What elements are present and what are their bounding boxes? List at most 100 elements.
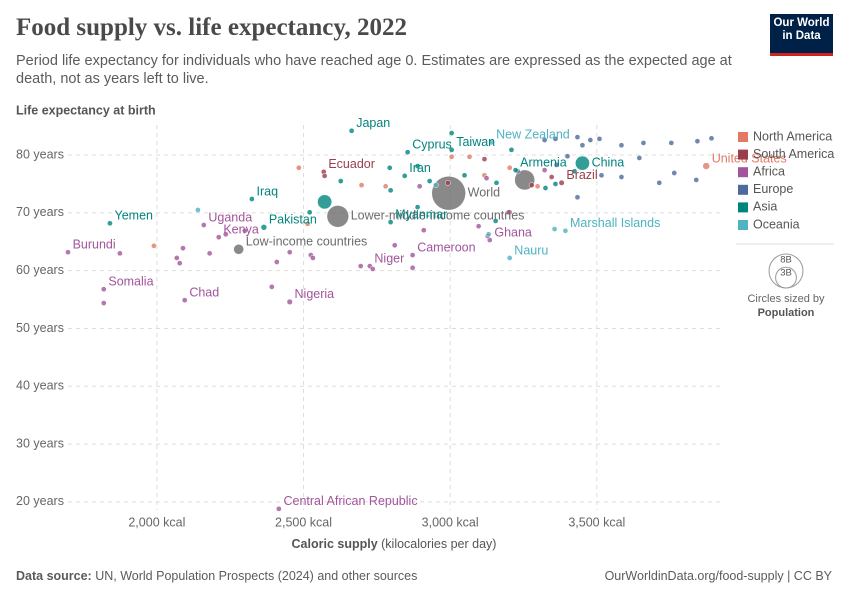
y-tick-label: 70 years <box>16 205 64 219</box>
y-tick-label: 40 years <box>16 379 64 393</box>
source-label: Data source: <box>16 569 92 583</box>
country-point <box>485 231 492 238</box>
country-point <box>475 223 482 230</box>
x-tick-label: 2,000 kcal <box>128 515 185 529</box>
y-tick-label: 60 years <box>16 263 64 277</box>
legend-label: South America <box>753 147 834 161</box>
country-point <box>295 164 302 171</box>
country-point <box>640 140 647 146</box>
x-tick-label: 3,000 kcal <box>422 515 479 529</box>
country-point <box>268 284 275 290</box>
country-point <box>702 162 710 170</box>
country-point <box>358 182 365 188</box>
aggregate-point <box>233 244 244 255</box>
country-point <box>200 222 207 228</box>
country-point <box>636 155 643 161</box>
country-point <box>553 162 560 168</box>
size-legend-circle <box>775 266 797 289</box>
point-label: United States <box>712 151 787 165</box>
country-point <box>656 179 663 186</box>
legend-label: Oceania <box>753 217 800 231</box>
country-point <box>562 227 569 234</box>
country-point <box>173 255 180 261</box>
point-label: Marshall Islands <box>570 216 660 230</box>
point-label: Kenya <box>223 222 258 236</box>
country-point <box>596 136 603 142</box>
country-point <box>534 183 541 190</box>
country-point <box>564 153 571 160</box>
size-legend-label: 8B <box>780 255 792 266</box>
point-label: World <box>468 186 500 200</box>
point-label: Uganda <box>208 210 252 224</box>
credit[interactable]: OurWorldinData.org/food-supply | CC BY <box>604 569 832 583</box>
country-point <box>222 231 229 238</box>
country-point <box>708 135 715 142</box>
country-point <box>506 255 513 261</box>
country-point <box>409 252 416 258</box>
legend-swatch <box>738 184 748 195</box>
point-label: Chad <box>189 285 219 299</box>
country-point <box>552 136 559 142</box>
y-tick-label: 50 years <box>16 321 64 335</box>
logo-text[interactable]: Our World in Data <box>773 17 830 42</box>
country-point <box>558 179 565 186</box>
x-axis-label-bold: Caloric supply <box>292 537 378 551</box>
country-point <box>492 218 499 224</box>
country-point <box>260 224 268 231</box>
country-point <box>215 234 222 240</box>
country-point <box>241 227 248 234</box>
country-point <box>420 227 427 234</box>
country-point <box>618 142 625 149</box>
country-point <box>414 163 421 169</box>
country-point <box>541 137 548 143</box>
country-point <box>416 183 423 190</box>
point-label: Brazil <box>566 168 597 182</box>
chart-title: Food supply vs. life expectancy, 2022 <box>16 14 407 41</box>
country-point <box>273 259 280 265</box>
country-point <box>357 263 364 269</box>
point-label: Somalia <box>108 274 153 288</box>
country-point <box>481 156 488 162</box>
x-axis-label: Caloric supply (kilocalories per day) <box>292 537 497 551</box>
country-point <box>286 249 293 256</box>
point-label: Iraq <box>256 184 278 198</box>
point-label: Japan <box>356 116 390 130</box>
source-text: UN, World Population Prospects (2024) an… <box>95 569 418 583</box>
country-point <box>151 242 157 249</box>
chart-subtitle: Period life expectancy for individuals w… <box>16 53 732 87</box>
point-label: Ghana <box>494 225 532 239</box>
y-tick-label: 80 years <box>16 147 64 161</box>
legend-swatch <box>738 202 748 213</box>
country-point <box>448 130 455 136</box>
point-label: Central African Republic <box>283 494 417 508</box>
y-tick-label: 30 years <box>16 436 64 450</box>
x-tick-label: 3,500 kcal <box>568 515 625 529</box>
point-label: Low-income countries <box>246 235 368 249</box>
x-axis-label-rest: (kilocalories per day) <box>381 537 496 551</box>
country-point <box>317 194 333 210</box>
size-legend-label: 3B <box>780 268 792 279</box>
aggregate-point <box>326 205 349 228</box>
country-point <box>508 147 515 153</box>
country-point <box>466 153 473 160</box>
point-label: Cameroon <box>417 240 475 254</box>
country-point <box>668 140 675 146</box>
legend-swatch <box>738 149 748 160</box>
country-point <box>348 127 355 134</box>
point-label: Ecuador <box>328 157 375 171</box>
country-point <box>404 149 411 156</box>
logo[interactable]: Our World in Data <box>770 14 833 56</box>
country-point <box>541 167 548 173</box>
country-point <box>310 255 316 261</box>
point-label: China <box>592 155 625 169</box>
point-label: Yemen <box>115 209 154 223</box>
legend-swatch <box>738 220 748 230</box>
country-point <box>448 147 455 153</box>
country-point <box>206 250 213 257</box>
country-point <box>587 137 594 143</box>
size-legend-variable: Population <box>758 307 815 319</box>
point-label: New Zealand <box>496 128 570 142</box>
aggregate-point <box>431 175 466 211</box>
legend-label: Europe <box>753 182 793 196</box>
